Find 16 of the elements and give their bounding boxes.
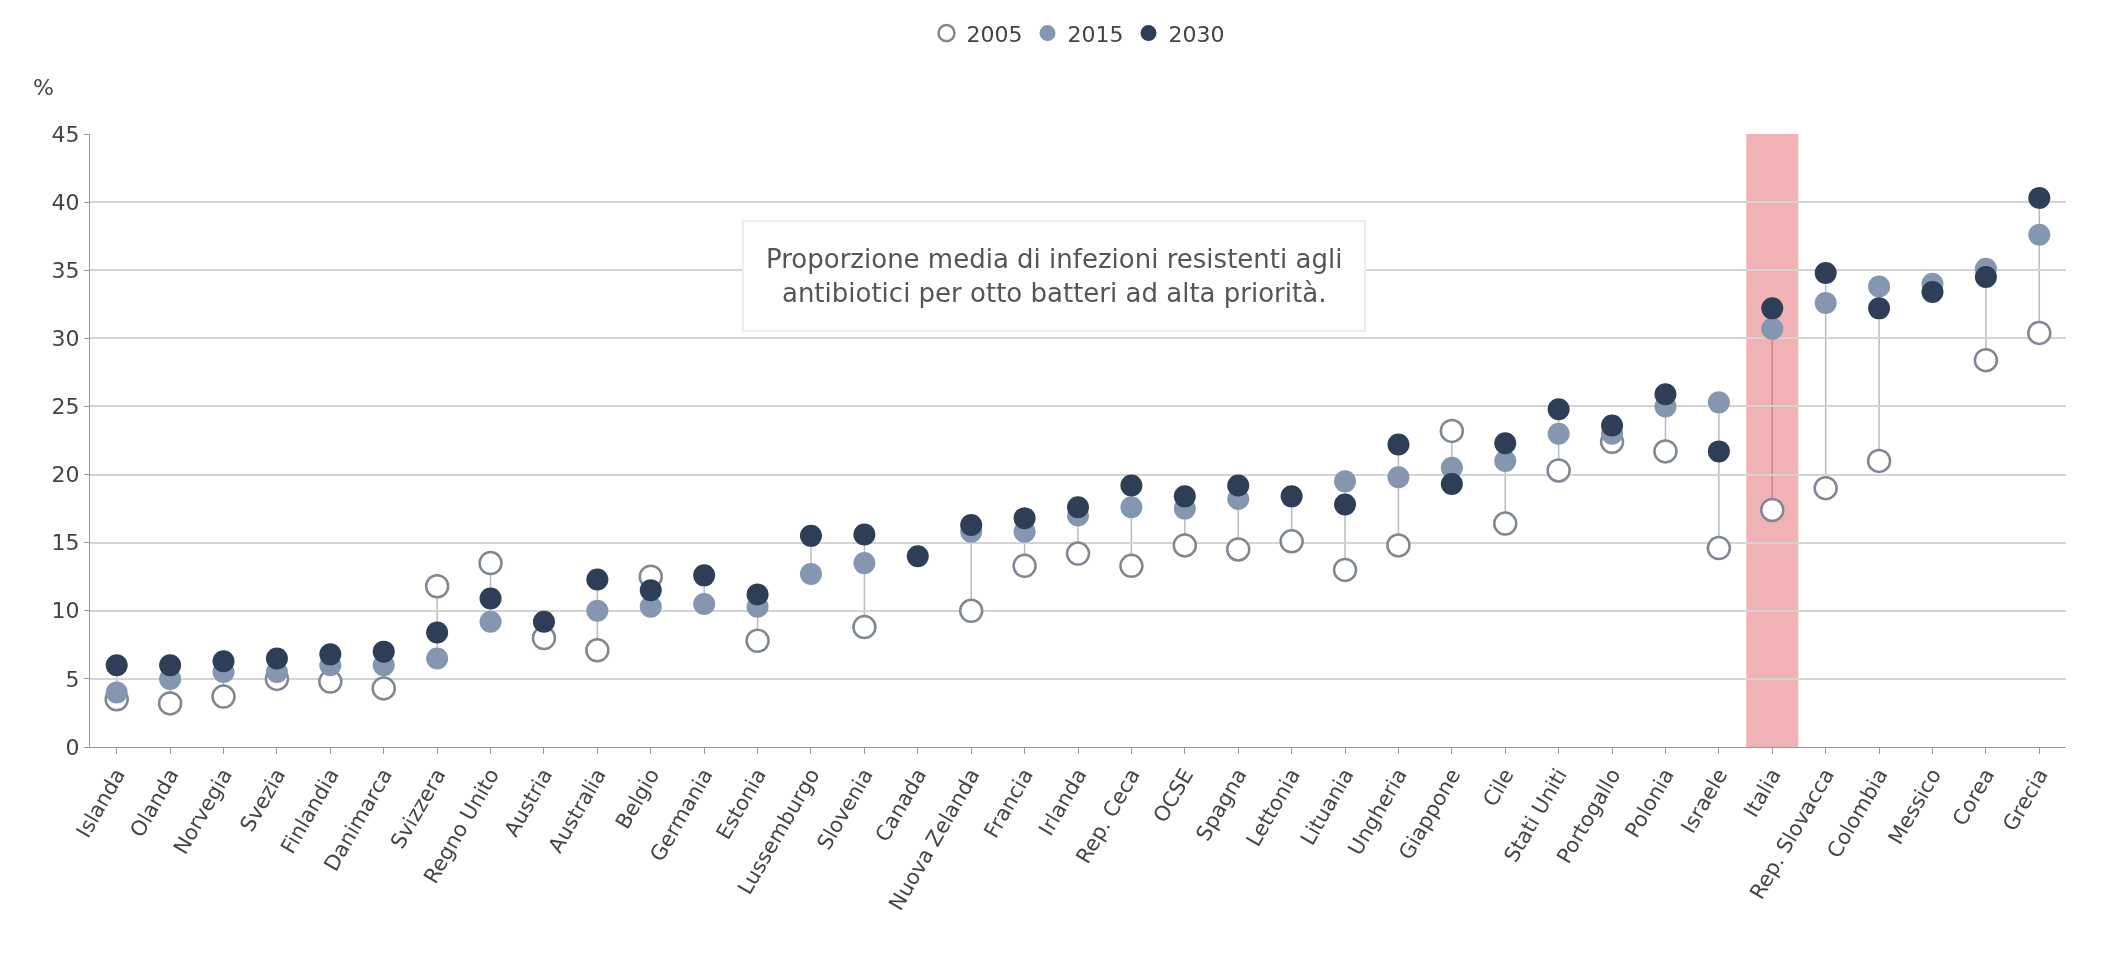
y-tick-label: 20: [51, 462, 80, 488]
legend-label: 2030: [1168, 21, 1225, 47]
y-axis-title: %: [33, 75, 54, 100]
annotation: Proporzione media di infezioni resistenti agli antibiotici per otto batteri ad alta priorità.: [766, 244, 1343, 308]
x-tick-label: Cile: [1478, 764, 1519, 811]
y-tick-label: 5: [65, 666, 80, 692]
legend-label: 2015: [1067, 21, 1124, 47]
y-tick-label: 40: [51, 189, 80, 215]
y-tick-label: 45: [51, 121, 80, 147]
y-tick-label: 15: [51, 530, 80, 556]
y-tick-label: 35: [51, 257, 80, 283]
y-tick-label: 25: [51, 394, 80, 420]
legend-label: 2005: [966, 21, 1023, 47]
y-tick-label: 0: [65, 734, 80, 760]
y-tick-label: 30: [51, 326, 80, 352]
y-tick-label: 10: [51, 598, 80, 624]
